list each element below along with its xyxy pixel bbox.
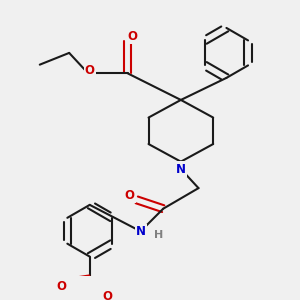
Text: N: N — [176, 163, 186, 176]
Text: O: O — [85, 64, 95, 77]
Text: O: O — [102, 290, 112, 300]
Text: N: N — [136, 225, 146, 238]
Text: H: H — [154, 230, 164, 240]
Text: O: O — [128, 30, 137, 43]
Text: O: O — [57, 280, 67, 293]
Text: O: O — [124, 189, 134, 202]
